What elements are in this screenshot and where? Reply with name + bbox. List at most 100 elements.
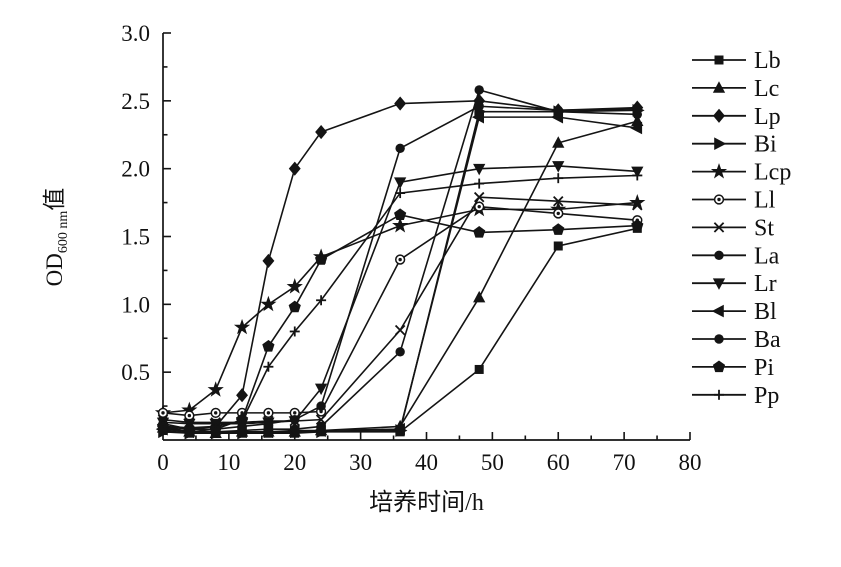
triangle-left-marker-icon (392, 422, 405, 436)
series-line-Ll (162, 205, 638, 417)
circle-marker-icon (474, 101, 484, 111)
circle-dot-marker-icon (713, 194, 725, 205)
series-line-Bl (162, 116, 638, 433)
triangle-left-marker-icon (471, 110, 484, 124)
legend-item-Lp: Lp (692, 104, 781, 130)
x-tick-label: 20 (283, 450, 306, 475)
y-tick-label: 1.5 (121, 225, 150, 250)
legend-item-St: St (692, 215, 774, 241)
series-line-Bi (162, 109, 638, 435)
circle-dot-marker-icon (474, 201, 485, 212)
legend-label: Lcp (754, 160, 791, 186)
star-marker-icon (710, 163, 728, 179)
legend-label: Lr (754, 271, 777, 297)
x-tick-label: 60 (547, 450, 570, 475)
series-Lc (156, 114, 644, 439)
pentagon-marker-icon (314, 253, 328, 265)
circle-marker-icon (553, 105, 563, 116)
x-marker-icon (713, 222, 725, 233)
diamond-marker-icon (315, 124, 328, 140)
x-marker-icon (473, 191, 485, 203)
plus-marker-icon (158, 421, 168, 432)
legend-item-Bl: Bl (692, 299, 777, 325)
plus-marker-icon (210, 421, 221, 432)
legend-item-Bi: Bi (692, 132, 777, 158)
plus-marker-icon (714, 389, 724, 400)
legend-item-Ba: Ba (692, 327, 781, 353)
pentagon-marker-icon (288, 300, 301, 313)
series-line-Lcp (162, 201, 638, 414)
legend-item-Pp: Pp (692, 383, 779, 409)
pentagon-marker-icon (262, 339, 275, 352)
pentagon-marker-icon (473, 226, 486, 238)
circle-dot-marker-icon (395, 254, 406, 265)
series-line-Ba (162, 105, 638, 430)
x-tick-label: 80 (679, 450, 702, 475)
plus-marker-icon (553, 173, 564, 184)
legend-item-Lr: Lr (692, 271, 777, 297)
legend-label: Lb (754, 48, 781, 74)
plus-marker-icon (184, 422, 195, 433)
x-tick-label: 30 (349, 450, 372, 475)
pentagon-marker-icon (631, 219, 644, 231)
plus-marker-icon (632, 170, 643, 181)
series-line-Pi (162, 213, 638, 433)
legend-label: Pp (754, 383, 779, 409)
circle-dot-marker-icon (210, 407, 221, 419)
triangle-down-marker-icon (314, 383, 328, 396)
x-tick-label: 0 (157, 450, 169, 475)
triangle-down-marker-icon (473, 163, 486, 176)
circle-marker-icon (474, 85, 484, 95)
triangle-down-marker-icon (712, 278, 726, 290)
circle-marker-icon (714, 250, 724, 260)
legend-item-Lcp: Lcp (692, 160, 791, 186)
circle-dot-marker-icon (553, 208, 564, 219)
triangle-down-marker-icon (394, 177, 407, 189)
x-tick-label: 40 (415, 450, 438, 475)
y-tick-label: 3.0 (121, 21, 150, 46)
triangle-left-marker-icon (261, 425, 274, 439)
legend-label: St (754, 215, 774, 241)
series-Bi (158, 104, 645, 440)
x-tick-label: 10 (217, 450, 240, 475)
x-marker-icon (632, 200, 643, 211)
plus-marker-icon (289, 326, 300, 337)
legend-label: Lp (754, 104, 781, 130)
star-marker-icon (233, 318, 251, 335)
circle-dot-marker-icon (263, 407, 274, 419)
plus-marker-icon (263, 361, 274, 372)
circle-marker-icon (395, 347, 405, 357)
y-tick-label: 0.5 (121, 360, 150, 385)
diamond-marker-icon (288, 161, 301, 176)
legend-item-Lb: Lb (692, 48, 781, 74)
y-axis-title-text: OD600 nm值 (42, 188, 71, 287)
series-Ll (157, 201, 643, 421)
x-marker-icon (394, 324, 406, 336)
legend-label: Bl (754, 299, 777, 325)
legend-label: Ll (754, 188, 776, 214)
legend-item-Ll: Ll (692, 188, 776, 214)
y-tick-label: 2.5 (121, 89, 150, 114)
series-Pp (158, 170, 643, 433)
square-marker-icon (714, 55, 724, 65)
triangle-down-marker-icon (552, 161, 565, 173)
diamond-marker-icon (262, 253, 275, 268)
pentagon-marker-icon (552, 223, 565, 235)
circle-marker-icon (632, 104, 642, 114)
x-axis: 0 10 20 30 40 50 60 70 80 (157, 432, 702, 475)
x-tick-label: 50 (481, 450, 504, 475)
series-line-Lc (162, 120, 638, 435)
series-line-St (162, 196, 638, 424)
plus-marker-icon (474, 178, 485, 189)
plus-marker-icon (316, 295, 327, 306)
axes (162, 33, 690, 441)
legend-label: La (754, 243, 780, 269)
star-marker-icon (207, 381, 224, 397)
legend-item-Pi: Pi (692, 355, 774, 381)
pentagon-marker-icon (394, 208, 407, 220)
triangle-left-marker-icon (313, 424, 326, 437)
legend-label: Ba (754, 327, 781, 353)
